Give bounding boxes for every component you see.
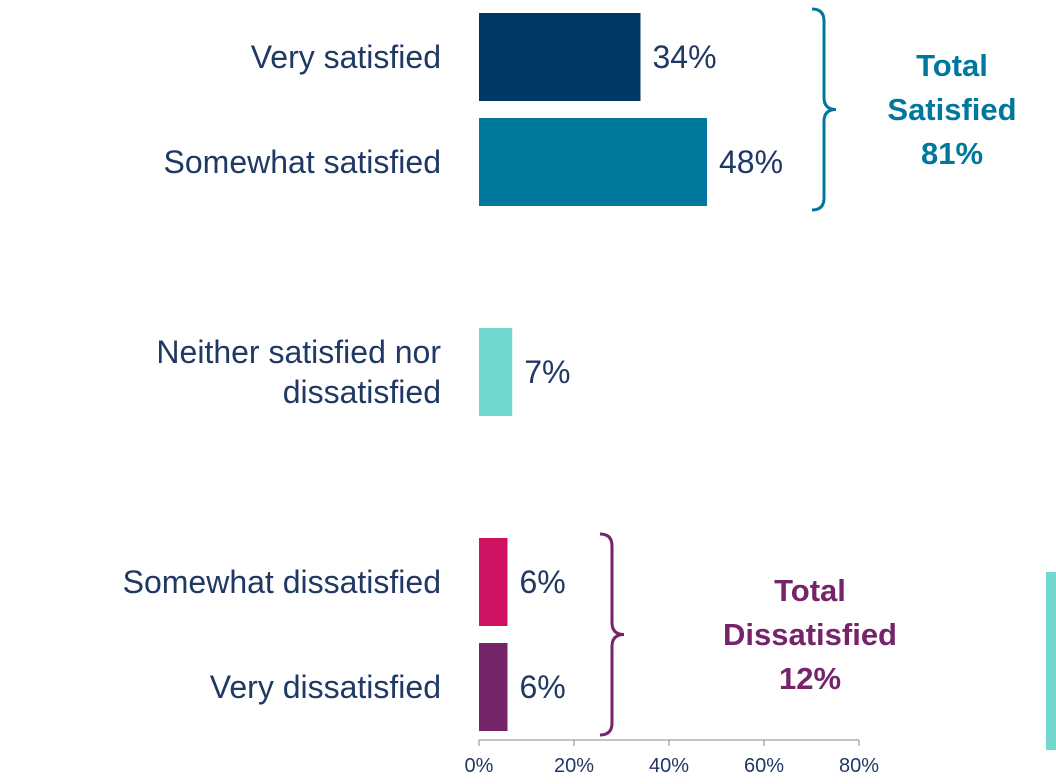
value-label-0: 34% (653, 39, 717, 75)
value-label-1: 48% (719, 144, 783, 180)
bar-4 (479, 643, 508, 731)
group-brace-1 (599, 532, 625, 737)
decorative-accent-bar (1046, 572, 1056, 750)
group-label-1-line-2: 12% (779, 661, 841, 696)
value-label-4: 6% (520, 669, 566, 705)
group-label-1-line-0: Total (774, 573, 846, 608)
x-tick-label-1: 20% (554, 755, 594, 777)
value-label-3: 6% (520, 564, 566, 600)
bar-2 (479, 328, 513, 416)
group-label-1-line-1: Dissatisfied (723, 617, 897, 652)
category-label-2-line-0: Neither satisfied nor (156, 334, 441, 370)
value-label-2: 7% (524, 354, 570, 390)
x-tick-label-4: 80% (839, 755, 879, 777)
group-brace-0 (811, 7, 837, 212)
bar-0 (479, 13, 641, 101)
group-label-0-line-2: 81% (921, 136, 983, 171)
x-tick-label-2: 40% (649, 755, 689, 777)
category-label-1: Somewhat satisfied (164, 144, 441, 180)
bar-3 (479, 538, 508, 626)
x-tick-label-0: 0% (465, 755, 494, 777)
category-label-4: Very dissatisfied (210, 669, 441, 705)
x-tick-label-3: 60% (744, 755, 784, 777)
category-label-3: Somewhat dissatisfied (123, 564, 441, 600)
category-label-0: Very satisfied (251, 39, 441, 75)
group-label-0-line-0: Total (916, 48, 988, 83)
bar-1 (479, 118, 707, 206)
category-label-2-line-1: dissatisfied (283, 374, 441, 410)
group-label-0-line-1: Satisfied (887, 92, 1016, 127)
